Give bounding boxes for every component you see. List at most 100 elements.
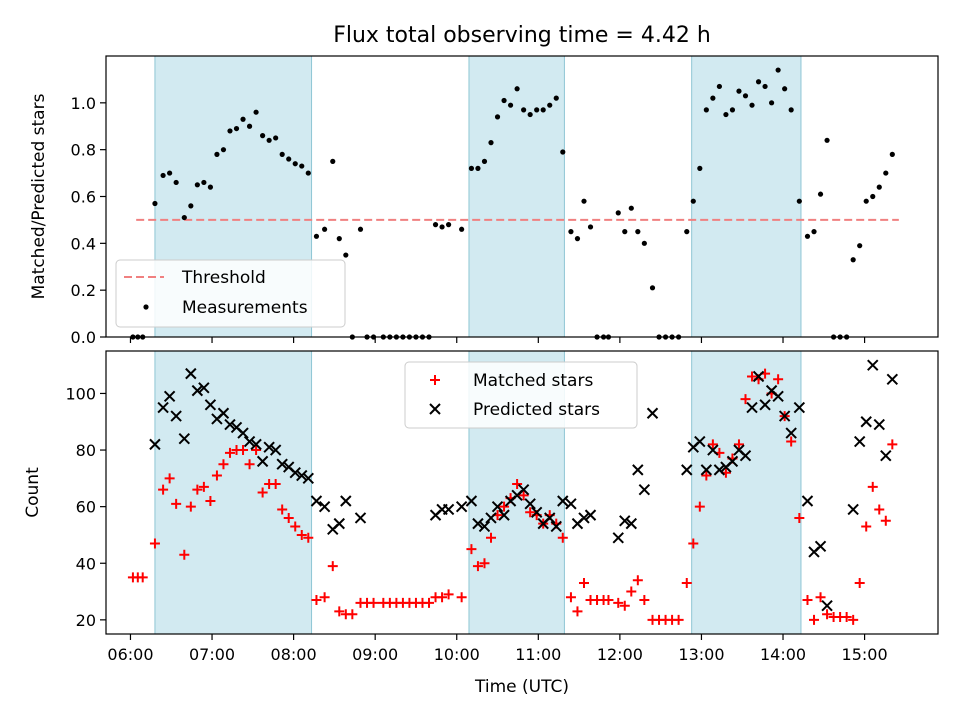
measurement-point [173, 179, 179, 186]
bottom-y-tick-label: 20 [76, 611, 96, 630]
x-tick-label: 14:00 [760, 645, 806, 664]
matched-star-point [707, 439, 718, 450]
measurement-point [305, 170, 311, 176]
measurement-point [749, 102, 755, 108]
bottom-legend-box [404, 361, 638, 429]
matched-star-point [794, 512, 805, 523]
predicted-star-point [853, 435, 866, 448]
measurement-point [581, 198, 587, 204]
top-y-tick-label: 0.4 [71, 234, 96, 253]
predicted-star-point [250, 438, 262, 451]
x-tick-label: 08:00 [271, 645, 317, 664]
top-legend-box [115, 259, 346, 328]
predicted-star-point [243, 435, 256, 448]
measurement-point [494, 114, 501, 120]
matched-star-point [211, 470, 222, 481]
measurement-point [507, 102, 514, 108]
measurement-point [796, 198, 802, 204]
predicted-star-point [694, 435, 706, 448]
measurement-point [817, 191, 824, 197]
predicted-star-point [302, 472, 314, 485]
predicted-star-point [847, 503, 859, 516]
measurement-point [521, 107, 527, 113]
measurement-point [850, 257, 856, 263]
measurement-point [540, 107, 546, 113]
predicted-star-point [619, 515, 631, 527]
measurement-point [553, 95, 559, 101]
measurement-point [723, 111, 729, 118]
predicted-star-point [860, 416, 872, 428]
matched-star-point [456, 592, 467, 603]
matched-star-point [518, 490, 529, 501]
matched-star-point [319, 592, 330, 603]
predicted-star-point [584, 509, 597, 521]
matched-stars-points [127, 368, 898, 625]
measurement-point [459, 226, 465, 232]
bottom-legend: Matched stars Predicted stars [404, 361, 638, 429]
matched-star-point [205, 495, 216, 506]
predicted-star-point [707, 444, 719, 456]
measurement-point [560, 149, 566, 155]
matched-star-point [626, 586, 637, 597]
matched-star-point [257, 487, 268, 498]
measurement-point [445, 222, 452, 228]
top-legend: Threshold Measurements [115, 259, 346, 328]
predicted-star-point [544, 512, 556, 524]
matched-star-point [158, 484, 169, 495]
top-y-tick-label: 1.0 [71, 94, 96, 113]
predicted-star-point [340, 495, 352, 507]
matched-star-point [557, 532, 568, 543]
measurement-point [769, 100, 775, 106]
x-tick-label: 07:00 [189, 645, 235, 664]
predicted-star-point [354, 512, 367, 524]
predicted-star-point [713, 464, 726, 476]
matched-star-point [815, 592, 826, 603]
measurement-point [703, 107, 709, 113]
matched-star-point [740, 394, 751, 405]
matched-star-point [347, 609, 358, 620]
matched-star-point [525, 507, 536, 518]
legend-matched-swatch [430, 375, 440, 385]
predicted-star-point [814, 540, 827, 552]
top-shaded-intervals [154, 55, 802, 338]
predicted-star-point [333, 517, 345, 530]
measurement-point [729, 107, 736, 113]
measurement-point [514, 86, 520, 92]
matched-star-point [303, 532, 314, 543]
matched-star-point [841, 612, 852, 623]
predicted-star-point [485, 512, 497, 524]
legend-predicted-swatch [429, 403, 441, 415]
legend-predicted-label: Predicted stars [473, 400, 600, 420]
measurement-point [870, 193, 876, 200]
predicted-star-point [185, 367, 197, 380]
predicted-star-point [772, 390, 784, 402]
matched-star-point [327, 561, 338, 572]
measurement-point [188, 203, 194, 209]
measurement-point [635, 229, 641, 235]
predicted-stars-points [149, 359, 899, 612]
bottom-shaded-interval [154, 350, 313, 635]
measurement-point [357, 226, 364, 232]
x-tick-label: 12:00 [597, 645, 643, 664]
measurement-point [260, 133, 266, 139]
matched-star-point [854, 578, 865, 589]
measurement-point [246, 123, 253, 129]
matched-star-point [192, 484, 203, 495]
matched-star-point [179, 549, 190, 560]
predicted-star-point [237, 427, 249, 439]
predicted-star-point [263, 441, 275, 453]
measurement-point [292, 161, 298, 167]
predicted-star-point [873, 418, 885, 431]
measurement-point [481, 158, 488, 164]
matched-star-point [137, 572, 148, 583]
matched-star-point [224, 447, 235, 458]
predicted-star-point [289, 466, 301, 479]
measurement-point [488, 140, 494, 146]
measurement-point [775, 67, 781, 73]
matched-star-point [171, 498, 182, 509]
matched-star-point [688, 538, 699, 549]
top-panel: 0.0 0.2 0.4 0.6 0.8 1.0 Matched/Predicted sta… [29, 55, 939, 347]
bottom-y-tick-label: 40 [76, 554, 96, 573]
measurement-point [857, 243, 863, 249]
predicted-star-point [149, 438, 161, 451]
